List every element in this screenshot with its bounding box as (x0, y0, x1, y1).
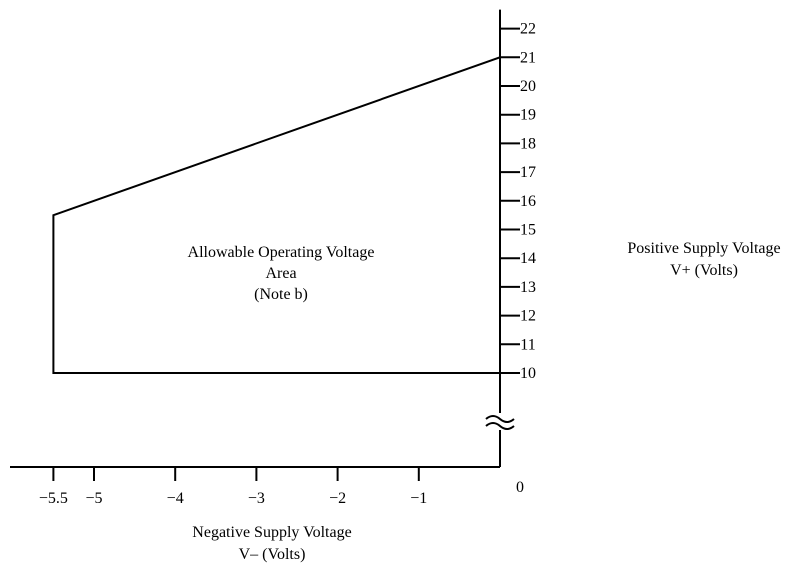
axis-break-wave-2 (485, 422, 515, 430)
y-axis-title-line1: Positive Supply Voltage (627, 240, 780, 257)
y-tick-label: 10 (520, 365, 536, 382)
x-zero-label: 0 (516, 479, 524, 496)
ticks-layer: 10 11 12 13 14 15 16 17 18 19 20 21 22 −5.5 −5 −4 −3 −2 −1 (39, 21, 536, 507)
x-tick-label: −1 (410, 490, 427, 507)
y-tick-label: 17 (520, 164, 536, 181)
y-tick-label: 15 (520, 222, 536, 239)
y-tick-label: 19 (520, 107, 536, 124)
y-tick-label: 18 (520, 135, 536, 152)
y-axis-title-line2: V+ (Volts) (670, 262, 738, 279)
allowable-region-outline (52, 55, 501, 374)
y-tick-label: 11 (520, 336, 535, 353)
region-layer (52, 55, 501, 374)
x-tick-label: −3 (248, 490, 265, 507)
region-label-line3: (Note b) (254, 286, 308, 303)
region-label-line1: Allowable Operating Voltage (188, 244, 375, 261)
x-tick-label: −5.5 (39, 490, 68, 507)
x-tick-label: −5 (85, 490, 102, 507)
x-tick-label: −4 (167, 490, 184, 507)
axis-break-symbol (485, 415, 515, 430)
y-tick-label: 16 (520, 193, 536, 210)
y-tick-label: 21 (520, 49, 536, 66)
x-axis-title-line2: V– (Volts) (239, 546, 306, 563)
y-tick-label: 12 (520, 308, 536, 325)
x-tick-label: −2 (329, 490, 346, 507)
y-tick-label: 14 (520, 250, 536, 267)
y-tick-label: 22 (520, 21, 536, 38)
y-tick-label: 13 (520, 279, 536, 296)
axis-break-wave-1 (485, 415, 515, 423)
y-tick-label: 20 (520, 78, 536, 95)
region-label-line2: Area (265, 265, 296, 282)
x-axis-title-line1: Negative Supply Voltage (192, 524, 351, 541)
